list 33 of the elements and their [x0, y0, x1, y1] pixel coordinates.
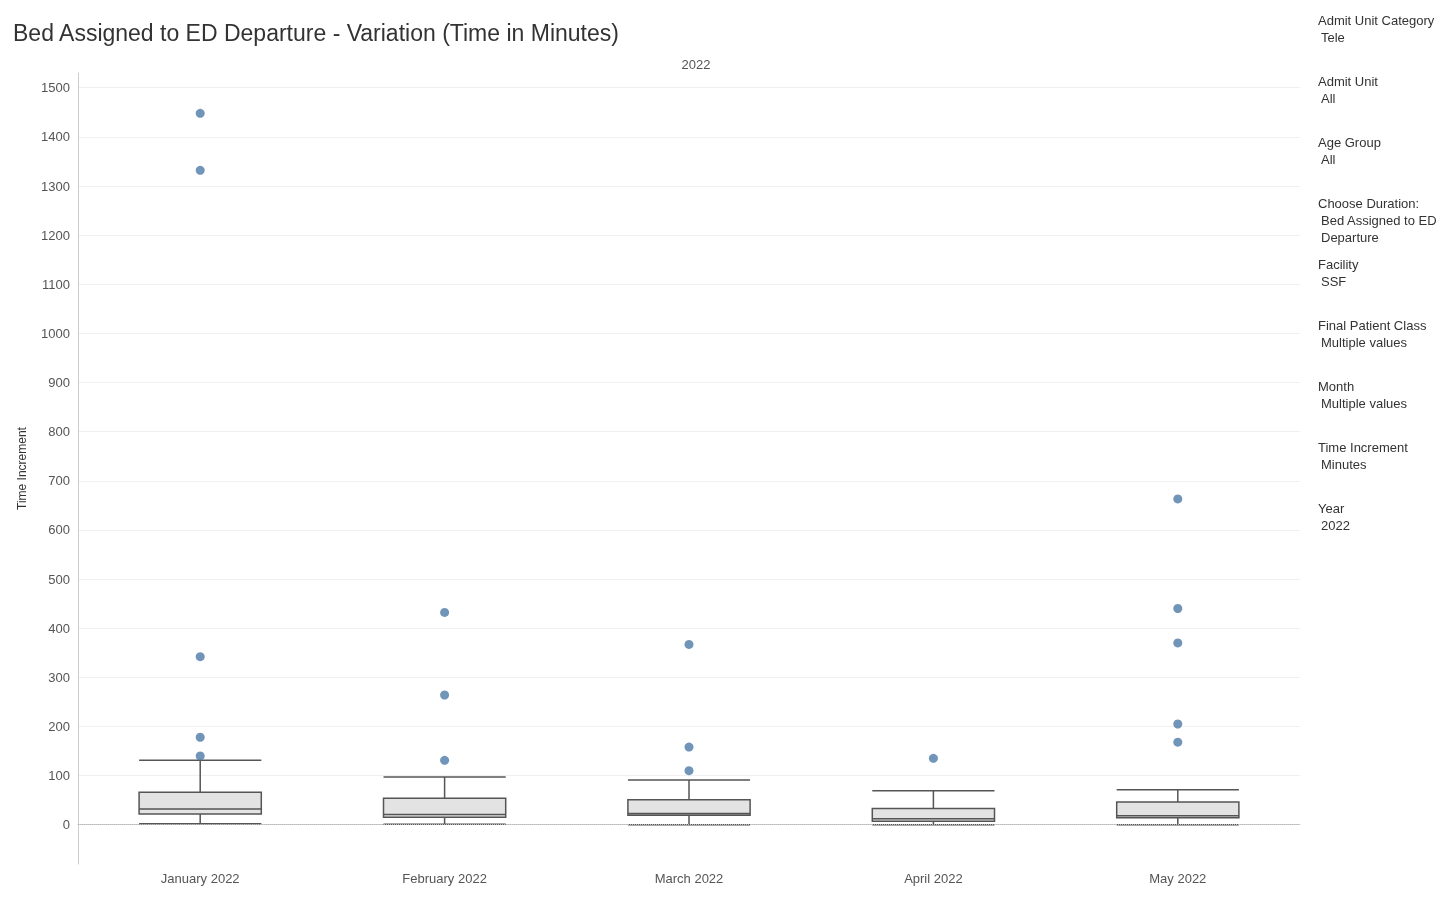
- y-tick-label: 100: [48, 768, 70, 784]
- y-tick-label: 1400: [41, 129, 70, 145]
- y-tick-label: 1300: [41, 178, 70, 194]
- y-tick-label: 500: [48, 571, 70, 587]
- text: Year 2022: [1318, 501, 1350, 533]
- y-tick-label: 1100: [42, 276, 70, 292]
- text: Time Increment Minutes: [1318, 440, 1409, 472]
- text: Admit Unit Category Tele: [1318, 13, 1435, 45]
- y-tick-label: 1000: [41, 325, 70, 341]
- text: Age Group All: [1318, 135, 1381, 167]
- x-tick-label: February 2022: [402, 871, 487, 886]
- x-tick-label: January 2022: [160, 871, 240, 886]
- y-tick-label: 1500: [41, 80, 70, 96]
- text: Month Multiple values: [1318, 379, 1408, 411]
- chart-subtitle: 2022: [681, 57, 711, 72]
- y-tick-label: 900: [48, 375, 70, 391]
- y-tick-label: 300: [48, 669, 70, 685]
- text: Choose Duration: Bed Assigned to ED Departure: [1318, 196, 1437, 245]
- x-tick-label: May 2022: [1149, 871, 1207, 886]
- x-tick-label: March 2022: [654, 871, 724, 886]
- y-tick-label: 600: [48, 522, 70, 538]
- text: Facility SSF: [1318, 257, 1359, 289]
- chart-title: Bed Assigned to ED Departure - Variation (Time in Minutes): [13, 19, 619, 46]
- y-tick-label: 0: [62, 817, 70, 833]
- y-axis-title: Time Increment: [15, 426, 29, 510]
- y-tick-label: 700: [48, 473, 70, 489]
- y-tick-label: 1200: [41, 227, 70, 243]
- y-tick-label: 800: [48, 424, 70, 440]
- y-tick-label: 200: [48, 718, 70, 734]
- y-tick-label: 400: [48, 620, 70, 636]
- x-tick-label: April 2022: [904, 871, 963, 886]
- text: Final Patient Class Multiple values: [1318, 318, 1427, 350]
- text: Admit Unit All: [1318, 74, 1379, 106]
